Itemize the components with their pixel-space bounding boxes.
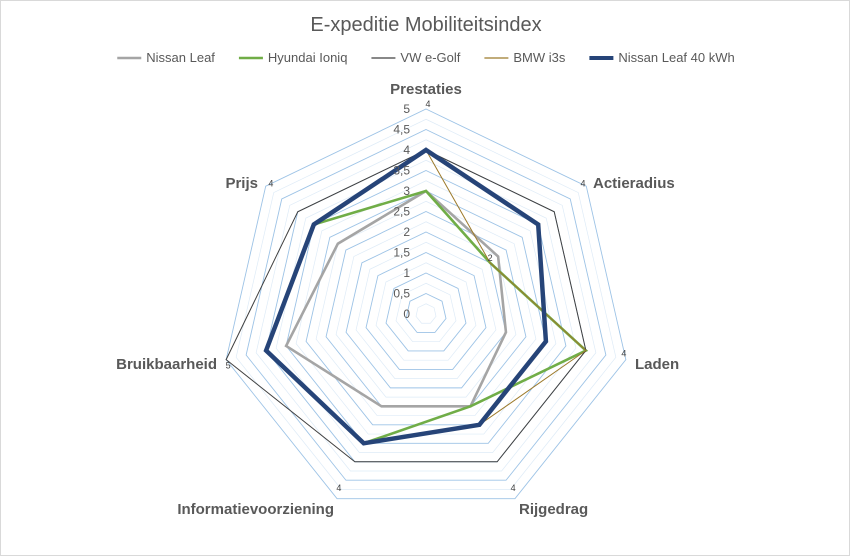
grid-ring bbox=[415, 303, 437, 324]
radial-tick-label: 0,5 bbox=[393, 287, 410, 301]
point-label: 4 bbox=[268, 179, 273, 189]
grid-ring bbox=[375, 262, 477, 361]
point-label: 5 bbox=[226, 361, 231, 371]
grid-ring bbox=[275, 159, 577, 453]
radial-tick-label: 3,5 bbox=[393, 164, 410, 178]
radial-tick-label: 3 bbox=[403, 184, 410, 198]
series-nissan-leaf-40-kwh bbox=[263, 147, 549, 446]
category-label-prijs: Prijs bbox=[225, 175, 258, 192]
point-label: 4 bbox=[621, 349, 626, 359]
category-label-prestaties: Prestaties bbox=[390, 81, 462, 98]
grid-ring bbox=[285, 170, 567, 444]
grid-ring bbox=[385, 272, 467, 352]
radial-tick-label: 2,5 bbox=[393, 205, 410, 219]
category-label-informatievoorziening: Informatievoorziening bbox=[177, 501, 334, 518]
grid-ring bbox=[345, 231, 507, 389]
radial-tick-label: 4,5 bbox=[393, 123, 410, 137]
grid-ring bbox=[225, 108, 627, 500]
grid-ring bbox=[405, 293, 447, 333]
grid-ring bbox=[395, 282, 457, 343]
point-label: 4 bbox=[336, 483, 341, 493]
series-nissan-leaf bbox=[284, 189, 508, 408]
radial-tick-label: 1,5 bbox=[393, 246, 410, 260]
radial-tick-label: 1 bbox=[403, 266, 410, 280]
series-vw-e-golf bbox=[225, 149, 587, 463]
category-label-rijgedrag: Rijgedrag bbox=[519, 501, 588, 518]
category-label-actieradius: Actieradius bbox=[593, 175, 675, 192]
grid-ring bbox=[305, 190, 547, 426]
legend-label-nissan-leaf-40-kwh: Nissan Leaf 40 kWh bbox=[618, 50, 734, 65]
radial-tick-label: 5 bbox=[403, 102, 410, 116]
legend: Nissan Leaf Hyundai Ioniq VW e-Golf BMW i3s… bbox=[117, 50, 735, 65]
radial-tick-label: 2 bbox=[403, 225, 410, 239]
chart-title: E-xpeditie Mobiliteitsindex bbox=[310, 14, 541, 36]
series-layer bbox=[225, 147, 589, 463]
legend-label-bmw-i3s: BMW i3s bbox=[513, 50, 566, 65]
grid-ring bbox=[255, 139, 597, 472]
grid-ring bbox=[365, 252, 487, 370]
point-label: 4 bbox=[511, 483, 516, 493]
grid-ring bbox=[325, 211, 527, 407]
grid-ring bbox=[335, 221, 517, 398]
legend-label-hyundai-ioniq: Hyundai Ioniq bbox=[268, 50, 348, 65]
category-label-bruikbaarheid: Bruikbaarheid bbox=[116, 356, 217, 373]
legend-label-vw-e-golf: VW e-Golf bbox=[400, 50, 460, 65]
category-label-laden: Laden bbox=[635, 356, 679, 373]
grid-ring bbox=[245, 129, 607, 481]
grid-ring bbox=[315, 200, 537, 416]
radial-tick-label: 0 bbox=[403, 307, 410, 321]
radial-tick-label: 4 bbox=[403, 143, 410, 157]
point-label: 2 bbox=[488, 253, 493, 263]
grid-ring bbox=[355, 241, 497, 379]
axis-labels: 0 0,5 1 1,5 2 2,5 3 3,5 4 4,5 5 Prestaties Actieradi… bbox=[116, 81, 679, 518]
point-label: 4 bbox=[581, 179, 586, 189]
point-label: 4 bbox=[425, 99, 430, 109]
legend-label-nissan-leaf: Nissan Leaf bbox=[146, 50, 215, 65]
grid-ring bbox=[235, 118, 617, 490]
